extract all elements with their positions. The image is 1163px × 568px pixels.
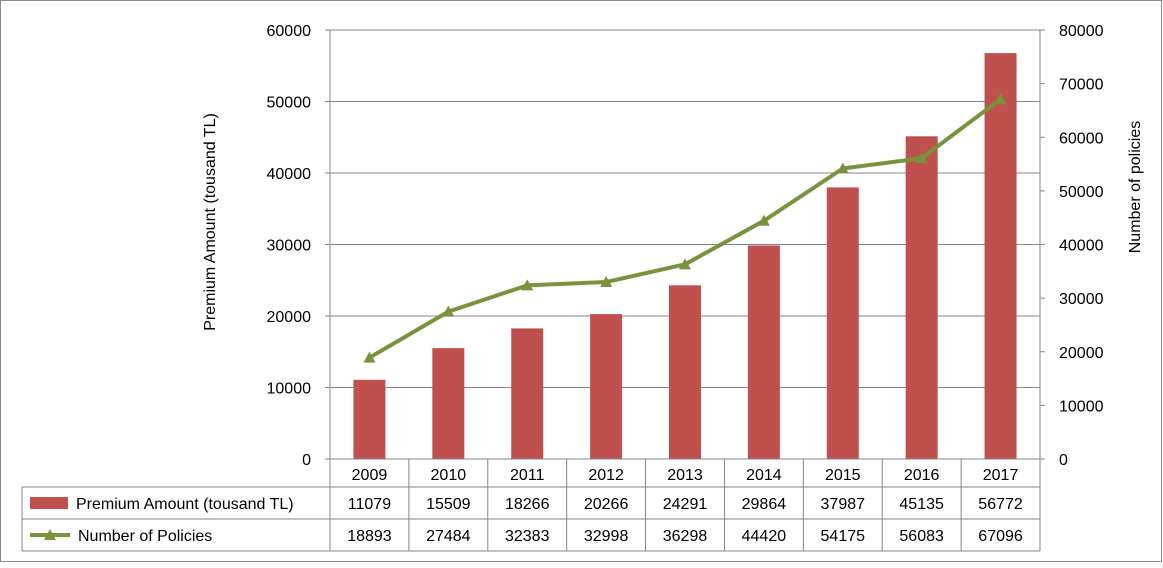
y2-tick-label: 80000 xyxy=(1059,23,1104,40)
data-label: 15509 xyxy=(426,496,471,513)
y-tick-label: 60000 xyxy=(267,23,312,40)
line-point xyxy=(994,93,1007,105)
data-label: 27484 xyxy=(426,528,471,545)
y-tick-label: 30000 xyxy=(267,238,312,255)
data-label: 44420 xyxy=(742,528,787,545)
y2-axis-title: Number of policies xyxy=(1127,121,1144,254)
x-tick-label: 2016 xyxy=(904,467,940,484)
data-label: 20266 xyxy=(584,496,629,513)
bar xyxy=(747,245,780,459)
bar xyxy=(432,348,465,459)
data-label: 32998 xyxy=(584,528,629,545)
x-tick-label: 2009 xyxy=(352,467,388,484)
legend-label: Number of Policies xyxy=(78,528,212,545)
data-label: 54175 xyxy=(821,528,866,545)
x-tick-label: 2015 xyxy=(825,467,861,484)
x-tick-label: 2011 xyxy=(510,467,545,484)
data-label: 29864 xyxy=(742,496,787,513)
line-point xyxy=(442,305,455,317)
data-label: 36298 xyxy=(663,528,708,545)
y-tick-label: 50000 xyxy=(267,95,312,112)
bar xyxy=(511,328,544,459)
data-label: 56083 xyxy=(899,528,944,545)
bar-series xyxy=(353,53,1017,460)
bar xyxy=(984,53,1017,459)
data-label: 67096 xyxy=(978,528,1023,545)
bar xyxy=(590,314,623,459)
x-tick-label: 2013 xyxy=(667,467,703,484)
legend-key-marker xyxy=(44,529,56,540)
x-tick-label: 2010 xyxy=(431,467,467,484)
line-series xyxy=(363,93,1007,363)
x-tick-label: 2012 xyxy=(588,467,624,484)
data-label: 37987 xyxy=(821,496,866,513)
data-label: 24291 xyxy=(663,496,708,513)
data-label: 32383 xyxy=(505,528,550,545)
legend-key-bar xyxy=(30,497,68,509)
y-tick-label: 20000 xyxy=(267,309,312,326)
bar xyxy=(353,379,386,459)
line-point xyxy=(363,351,376,363)
legend-label: Premium Amount (tousand TL) xyxy=(76,496,294,513)
x-tick-label: 2014 xyxy=(746,467,782,484)
y2-tick-label: 50000 xyxy=(1059,184,1104,201)
y2-tick-label: 0 xyxy=(1059,452,1068,469)
data-label: 56772 xyxy=(978,496,1023,513)
line-point xyxy=(836,162,849,174)
y2-tick-label: 10000 xyxy=(1059,398,1104,415)
axes: 0 10000 20000 30000 40000 50000 60000 0 10000 200… xyxy=(267,23,1104,469)
y-tick-label: 0 xyxy=(302,452,311,469)
data-table: 2009 2010 2011 2012 2013 2014 2015 2016 2017 Prem… xyxy=(21,458,1041,552)
line-point xyxy=(600,276,613,288)
line-point xyxy=(521,279,534,291)
y-tick-label: 40000 xyxy=(267,166,312,183)
bar xyxy=(669,285,701,459)
data-label: 18893 xyxy=(347,528,392,545)
data-label: 45135 xyxy=(899,496,944,513)
y2-tick-label: 20000 xyxy=(1059,345,1104,362)
bar xyxy=(905,136,938,460)
y2-tick-label: 60000 xyxy=(1059,130,1104,147)
y2-tick-label: 70000 xyxy=(1059,77,1104,94)
y-tick-label: 10000 xyxy=(267,381,312,398)
bar xyxy=(826,187,859,459)
line-point xyxy=(915,152,928,164)
data-label: 18266 xyxy=(505,496,550,513)
y2-tick-label: 30000 xyxy=(1059,291,1104,308)
data-label: 11079 xyxy=(348,496,391,513)
line-point xyxy=(757,214,770,226)
line-point xyxy=(679,258,691,270)
y-axis-title: Premium Amount (tousand TL) xyxy=(202,113,219,331)
y2-tick-label: 40000 xyxy=(1059,238,1104,255)
x-tick-label: 2017 xyxy=(983,467,1019,484)
